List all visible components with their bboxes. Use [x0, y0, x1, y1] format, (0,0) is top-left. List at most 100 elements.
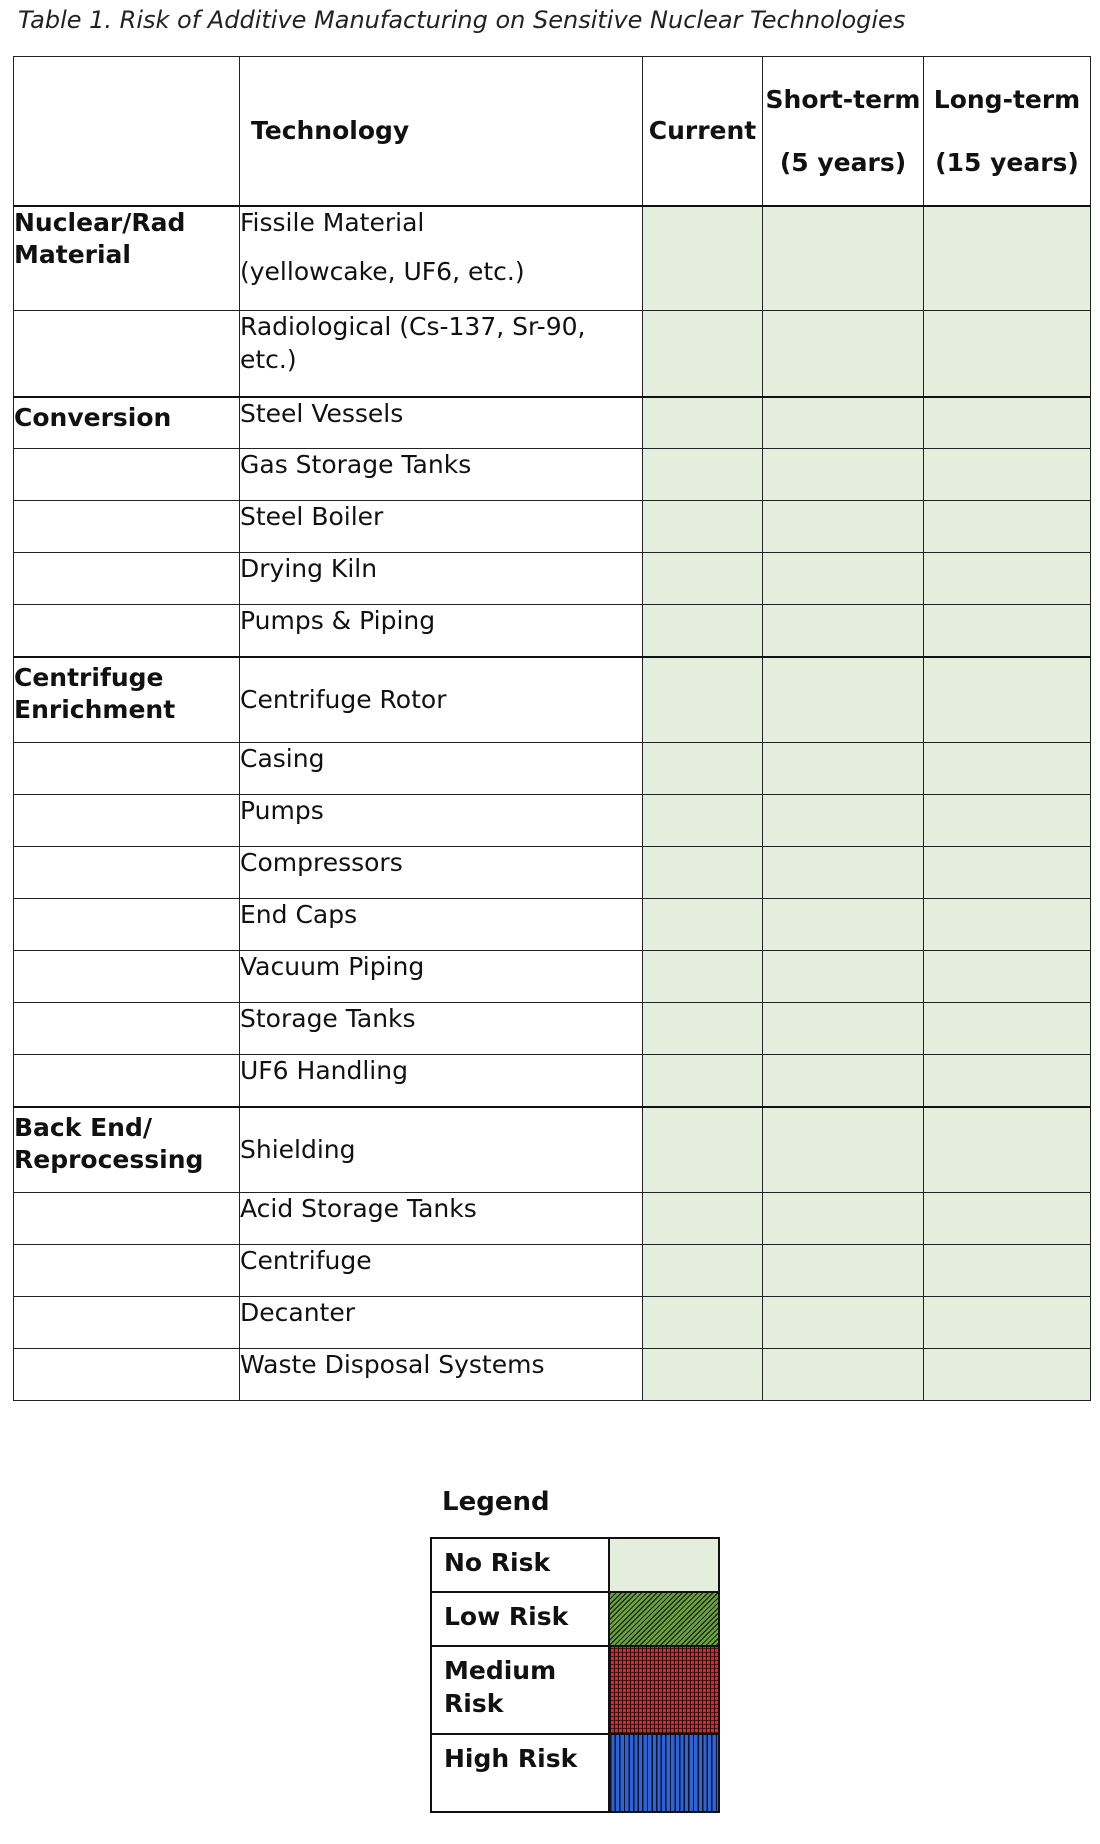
risk-cell-current — [642, 1002, 763, 1055]
legend-swatch — [608, 1733, 720, 1813]
header-short-term: Short-term (5 years) — [762, 56, 924, 206]
risk-cell-current — [642, 1244, 763, 1297]
risk-cell-current — [642, 1192, 763, 1245]
category-cell — [13, 1348, 240, 1401]
category-cell: Centrifuge Enrichment — [13, 655, 240, 743]
category-cell — [13, 1296, 240, 1349]
risk-cell-long-term — [923, 898, 1091, 951]
risk-cell-short-term — [762, 794, 924, 847]
risk-cell-current — [642, 310, 763, 397]
risk-cell-long-term — [923, 500, 1091, 553]
risk-cell-long-term — [923, 604, 1091, 657]
legend-label: Medium Risk — [430, 1645, 610, 1735]
risk-cell-long-term — [923, 1054, 1091, 1107]
risk-cell-long-term — [923, 846, 1091, 899]
risk-cell-short-term — [762, 1002, 924, 1055]
risk-cell-short-term — [762, 846, 924, 899]
legend-row: Medium Risk — [430, 1645, 720, 1735]
category-cell: Nuclear/Rad Material — [13, 204, 240, 311]
technology-cell: Casing — [239, 742, 643, 795]
table-row: Decanter — [13, 1296, 1091, 1349]
technology-cell: Steel Boiler — [239, 500, 643, 553]
risk-cell-current — [642, 395, 763, 449]
category-cell — [13, 742, 240, 795]
risk-cell-long-term — [923, 1348, 1091, 1401]
legend-swatch — [608, 1645, 720, 1735]
risk-cell-current — [642, 204, 763, 311]
table-row: Pumps & Piping — [13, 604, 1091, 657]
category-cell — [13, 950, 240, 1003]
table-row: Centrifuge — [13, 1244, 1091, 1297]
table-row: UF6 Handling — [13, 1054, 1091, 1107]
technology-cell: Pumps — [239, 794, 643, 847]
risk-cell-short-term — [762, 898, 924, 951]
risk-cell-long-term — [923, 1244, 1091, 1297]
risk-cell-current — [642, 794, 763, 847]
risk-cell-long-term — [923, 950, 1091, 1003]
header-long-term-label: Long-term — [933, 84, 1081, 114]
technology-cell: Centrifuge — [239, 1244, 643, 1297]
table-row: Storage Tanks — [13, 1002, 1091, 1055]
risk-cell-short-term — [762, 950, 924, 1003]
risk-cell-long-term — [923, 794, 1091, 847]
risk-cell-long-term — [923, 1192, 1091, 1245]
technology-cell: Waste Disposal Systems — [239, 1348, 643, 1401]
technology-cell: End Caps — [239, 898, 643, 951]
category-cell — [13, 1244, 240, 1297]
table-row: Radiological (Cs-137, Sr-90, etc.) — [13, 310, 1091, 397]
category-cell: Conversion — [13, 395, 240, 449]
risk-cell-long-term — [923, 655, 1091, 743]
risk-cell-long-term — [923, 1105, 1091, 1193]
table-row: Vacuum Piping — [13, 950, 1091, 1003]
risk-cell-long-term — [923, 1296, 1091, 1349]
category-cell — [13, 500, 240, 553]
technology-cell: Steel Vessels — [239, 395, 643, 449]
category-cell — [13, 1002, 240, 1055]
table-row: Centrifuge Enrichment Centrifuge Rotor — [13, 655, 1091, 743]
table-caption: Table 1. Risk of Additive Manufacturing … — [18, 6, 906, 34]
legend-title: Legend — [442, 1487, 550, 1517]
risk-cell-long-term — [923, 204, 1091, 311]
legend-table: No Risk Low Risk Medium Risk High Risk — [430, 1537, 720, 1813]
header-long-term: Long-term (15 years) — [923, 56, 1091, 206]
risk-cell-long-term — [923, 395, 1091, 449]
risk-cell-current — [642, 500, 763, 553]
legend-label: No Risk — [430, 1537, 610, 1593]
risk-cell-long-term — [923, 552, 1091, 605]
technology-cell: Pumps & Piping — [239, 604, 643, 657]
table-header-row: Technology Current Short-term (5 years) … — [13, 56, 1091, 206]
risk-cell-short-term — [762, 204, 924, 311]
risk-cell-current — [642, 742, 763, 795]
risk-cell-short-term — [762, 655, 924, 743]
risk-cell-current — [642, 898, 763, 951]
technology-cell: Fissile Material (yellowcake, UF6, etc.) — [239, 204, 643, 311]
table-row: Acid Storage Tanks — [13, 1192, 1091, 1245]
technology-cell: Radiological (Cs-137, Sr-90, etc.) — [239, 310, 643, 397]
technology-cell: Decanter — [239, 1296, 643, 1349]
table-row: Casing — [13, 742, 1091, 795]
risk-cell-short-term — [762, 1054, 924, 1107]
header-long-term-sub: (15 years) — [935, 147, 1079, 177]
risk-cell-short-term — [762, 1105, 924, 1193]
table-row: Conversion Steel Vessels — [13, 395, 1091, 449]
technology-cell: UF6 Handling — [239, 1054, 643, 1107]
table-row: Waste Disposal Systems — [13, 1348, 1091, 1401]
risk-cell-current — [642, 1296, 763, 1349]
risk-cell-current — [642, 655, 763, 743]
risk-cell-current — [642, 846, 763, 899]
risk-table: Technology Current Short-term (5 years) … — [13, 56, 1091, 1401]
technology-cell: Compressors — [239, 846, 643, 899]
risk-cell-current — [642, 1348, 763, 1401]
table-row: Drying Kiln — [13, 552, 1091, 605]
risk-cell-current — [642, 604, 763, 657]
category-cell — [13, 604, 240, 657]
risk-cell-short-term — [762, 552, 924, 605]
risk-cell-long-term — [923, 310, 1091, 397]
legend-swatch — [608, 1591, 720, 1647]
risk-cell-current — [642, 1054, 763, 1107]
risk-cell-short-term — [762, 1296, 924, 1349]
table-row: Compressors — [13, 846, 1091, 899]
table-row: Back End/ Reprocessing Shielding — [13, 1105, 1091, 1193]
risk-cell-short-term — [762, 500, 924, 553]
